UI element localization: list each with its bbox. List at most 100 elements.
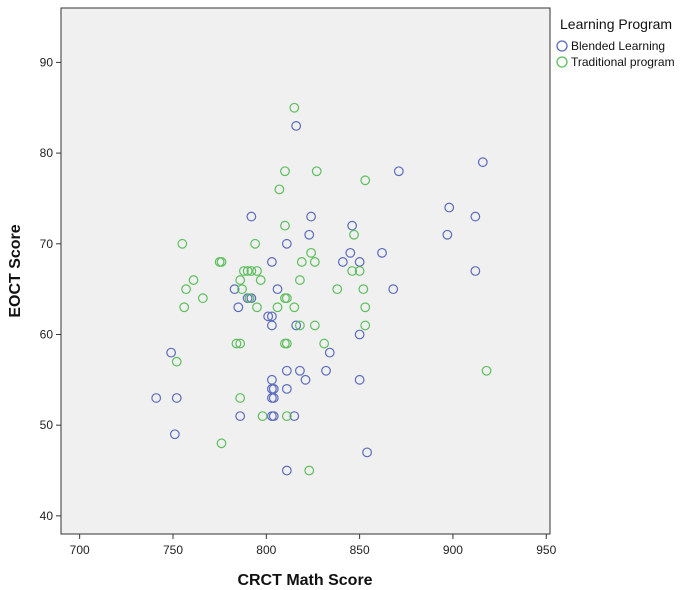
point-blended-learning	[354, 329, 365, 340]
point-traditional-program	[252, 266, 262, 276]
x-axis: 700 750 800 850 900 950	[70, 534, 557, 557]
y-tick-label: 90	[40, 55, 54, 69]
point-blended-learning	[151, 393, 162, 403]
point-traditional-program	[246, 266, 257, 276]
point-traditional-program	[306, 247, 316, 258]
point-blended-learning	[377, 247, 387, 258]
point-traditional-program	[179, 302, 190, 313]
point-traditional-program	[237, 284, 247, 295]
point-traditional-program	[235, 393, 246, 403]
y-axis-title: EOCT Score	[7, 224, 24, 317]
point-traditional-program	[281, 411, 292, 422]
point-traditional-program	[360, 175, 371, 186]
point-traditional-program	[360, 320, 371, 331]
plot-area	[60, 7, 551, 535]
point-blended-learning	[304, 229, 315, 240]
point-blended-learning	[295, 365, 305, 376]
point-blended-learning	[470, 211, 481, 222]
point-blended-learning	[233, 302, 244, 313]
x-tick-label: 750	[163, 543, 183, 557]
point-blended-learning	[281, 238, 292, 249]
point-traditional-program	[177, 238, 188, 249]
point-traditional-program	[281, 293, 292, 304]
point-blended-learning	[281, 365, 292, 376]
y-tick-label: 50	[40, 418, 54, 432]
point-traditional-program	[235, 338, 246, 349]
point-traditional-program	[295, 320, 305, 331]
y-tick-label: 40	[40, 509, 54, 523]
point-traditional-program	[280, 166, 290, 177]
point-traditional-program	[272, 302, 283, 313]
point-traditional-program	[347, 266, 358, 276]
point-blended-learning	[347, 220, 358, 231]
x-axis-title: CRCT Math Score	[237, 572, 372, 589]
point-traditional-program	[250, 238, 261, 249]
point-traditional-program	[244, 293, 255, 304]
point-blended-learning	[166, 347, 177, 358]
point-traditional-program	[197, 293, 208, 304]
point-blended-learning	[281, 465, 292, 476]
legend-marker-blended-learning	[556, 40, 568, 52]
point-blended-learning	[246, 211, 257, 222]
point-blended-learning	[442, 229, 453, 240]
point-traditional-program	[481, 365, 492, 376]
point-blended-learning	[444, 202, 455, 213]
legend-title: Learning Program	[560, 16, 672, 32]
point-blended-learning	[354, 374, 365, 385]
legend-marker-traditional-program	[556, 56, 568, 68]
point-traditional-program	[188, 275, 199, 285]
point-blended-learning	[291, 120, 302, 131]
point-blended-learning	[470, 266, 481, 276]
x-tick-label: 800	[256, 543, 276, 557]
point-blended-learning	[300, 374, 311, 385]
point-traditional-program	[309, 257, 320, 267]
point-blended-learning	[362, 447, 372, 458]
point-traditional-program	[360, 302, 371, 313]
point-blended-learning	[306, 211, 316, 222]
point-traditional-program	[216, 438, 227, 449]
point-blended-learning	[272, 284, 283, 295]
y-tick-label: 80	[40, 146, 54, 160]
point-traditional-program	[309, 320, 320, 331]
point-traditional-program	[304, 465, 315, 476]
point-traditional-program	[231, 338, 242, 349]
y-tick-label: 70	[40, 237, 54, 251]
point-blended-learning	[324, 347, 335, 358]
point-traditional-program	[171, 356, 182, 367]
data-points	[151, 102, 492, 476]
point-traditional-program	[289, 302, 300, 313]
point-traditional-program	[349, 229, 359, 240]
legend: Learning Program Blended Learning Traditi…	[556, 16, 675, 69]
point-blended-learning	[267, 320, 277, 331]
point-blended-learning	[268, 393, 279, 403]
point-traditional-program	[289, 102, 300, 113]
point-blended-learning	[267, 257, 277, 267]
x-tick-label: 900	[443, 543, 463, 557]
point-traditional-program	[332, 284, 343, 295]
x-tick-label: 850	[350, 543, 370, 557]
point-traditional-program	[252, 302, 262, 313]
point-traditional-program	[235, 275, 246, 285]
y-tick-label: 60	[40, 327, 54, 341]
point-traditional-program	[358, 284, 369, 295]
point-blended-learning	[291, 320, 302, 331]
point-blended-learning	[169, 429, 180, 440]
point-traditional-program	[281, 338, 292, 349]
point-traditional-program	[239, 266, 249, 276]
legend-label-blended-learning: Blended Learning	[571, 39, 665, 53]
point-traditional-program	[319, 338, 330, 349]
point-blended-learning	[235, 411, 246, 422]
point-traditional-program	[295, 275, 305, 285]
point-traditional-program	[296, 257, 307, 267]
point-blended-learning	[345, 247, 356, 258]
point-blended-learning	[171, 393, 182, 403]
point-blended-learning	[321, 365, 331, 376]
y-axis: 40 50 60 70 80 90	[40, 55, 61, 523]
point-traditional-program	[255, 275, 266, 285]
point-blended-learning	[229, 284, 240, 295]
point-blended-learning	[477, 157, 488, 168]
legend-label-traditional-program: Traditional program	[571, 55, 675, 69]
point-traditional-program	[242, 266, 253, 276]
point-traditional-program	[216, 257, 227, 267]
